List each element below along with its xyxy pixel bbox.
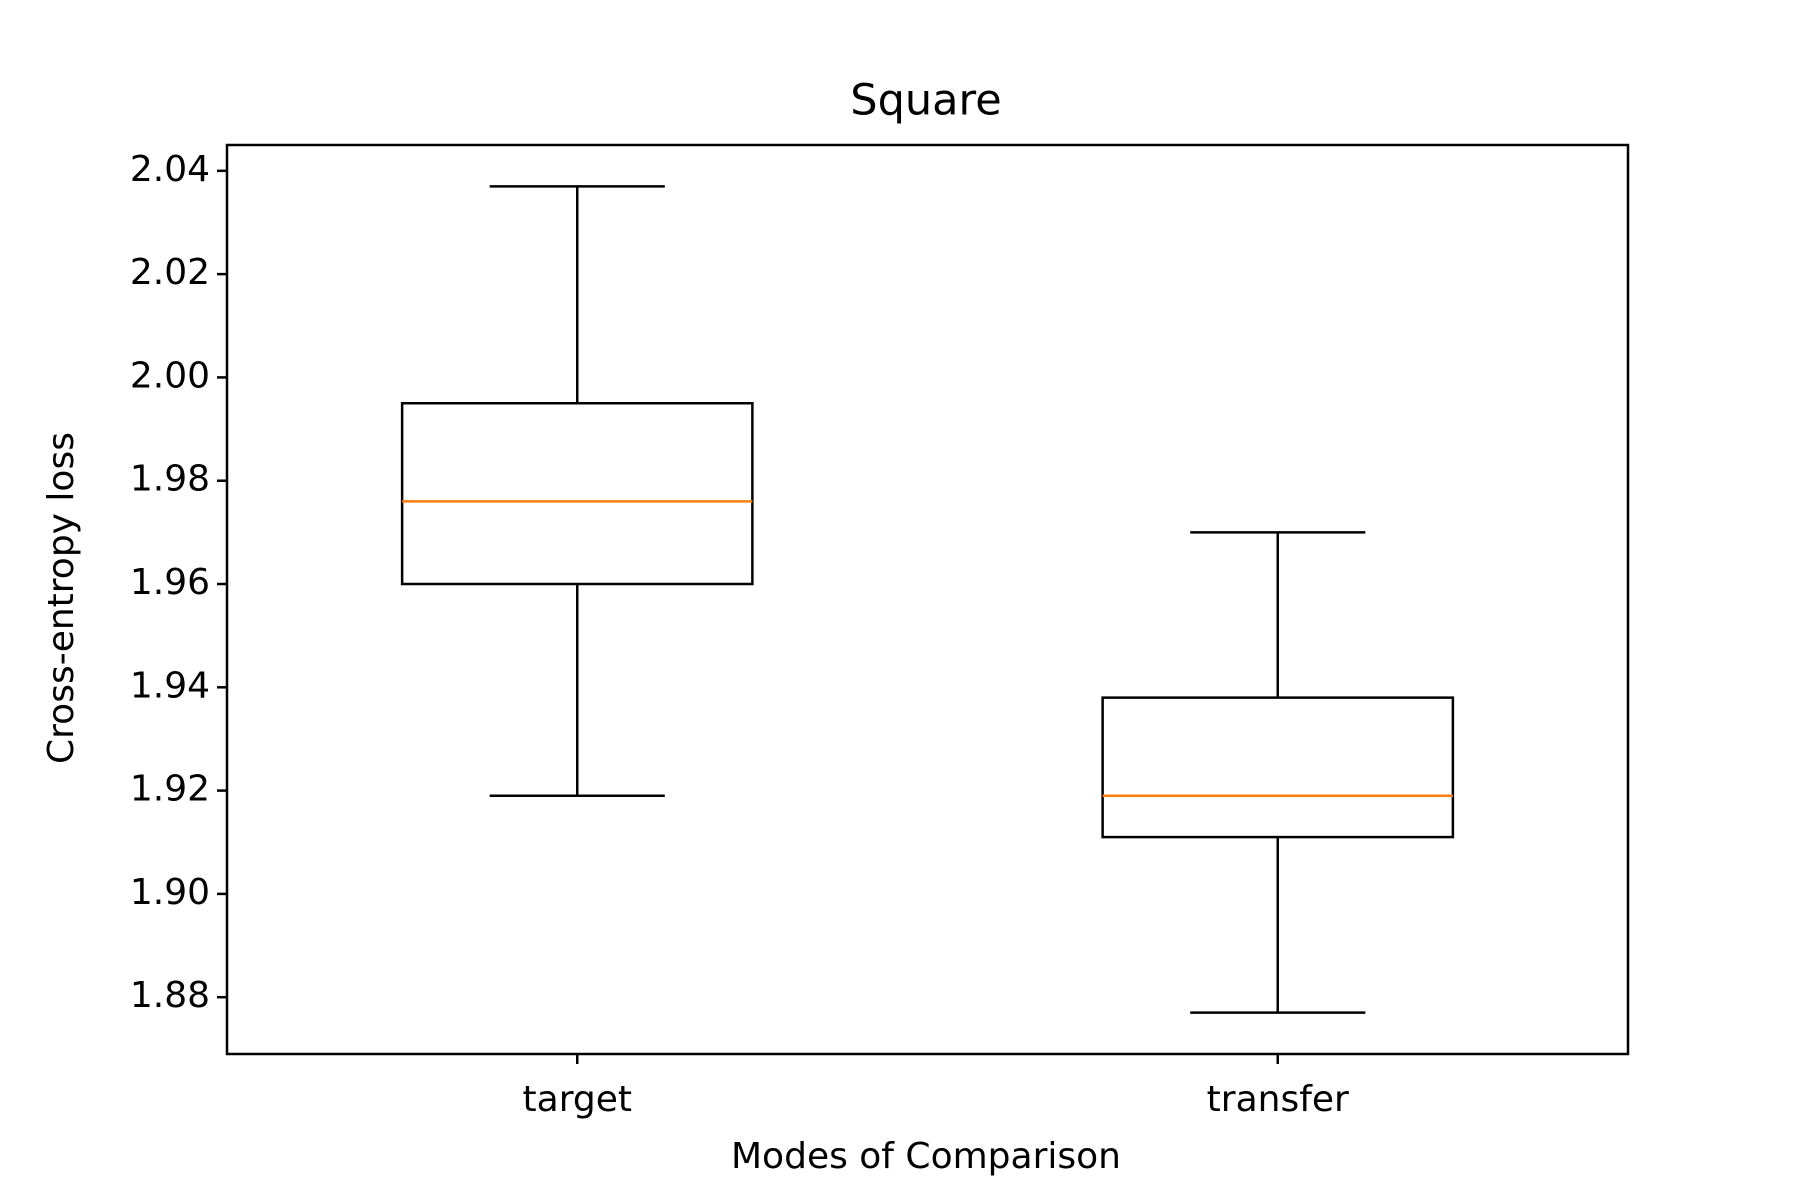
x-axis-ticks: target transfer	[523, 1054, 1349, 1120]
x-tick-label: transfer	[1207, 1079, 1349, 1120]
y-tick-label: 1.90	[130, 872, 210, 913]
chart-title: Square	[850, 76, 1001, 126]
y-tick-label: 1.98	[130, 459, 210, 500]
boxes-layer	[400, 185, 1455, 1014]
box-iqr	[1101, 696, 1455, 839]
y-axis-ticks: 1.88 1.90 1.92 1.94 1.96 1.98 2.00 2.02 2.04	[130, 149, 227, 1016]
box-transfer	[1101, 531, 1455, 1014]
x-axis-label: Modes of Comparison	[731, 1136, 1121, 1177]
y-tick-label: 1.92	[130, 769, 210, 810]
box-iqr	[400, 401, 754, 586]
y-tick-label: 1.94	[130, 665, 210, 706]
y-tick-label: 2.04	[130, 149, 210, 190]
y-tick-label: 2.02	[130, 252, 210, 293]
y-tick-label: 1.96	[130, 562, 210, 603]
x-tick-label: target	[523, 1079, 632, 1120]
y-axis-label: Cross-entropy loss	[41, 432, 82, 764]
y-tick-label: 2.00	[130, 355, 210, 396]
plot-frame	[225, 143, 1630, 1056]
box-target	[400, 185, 754, 798]
y-tick-label: 1.88	[130, 975, 210, 1016]
